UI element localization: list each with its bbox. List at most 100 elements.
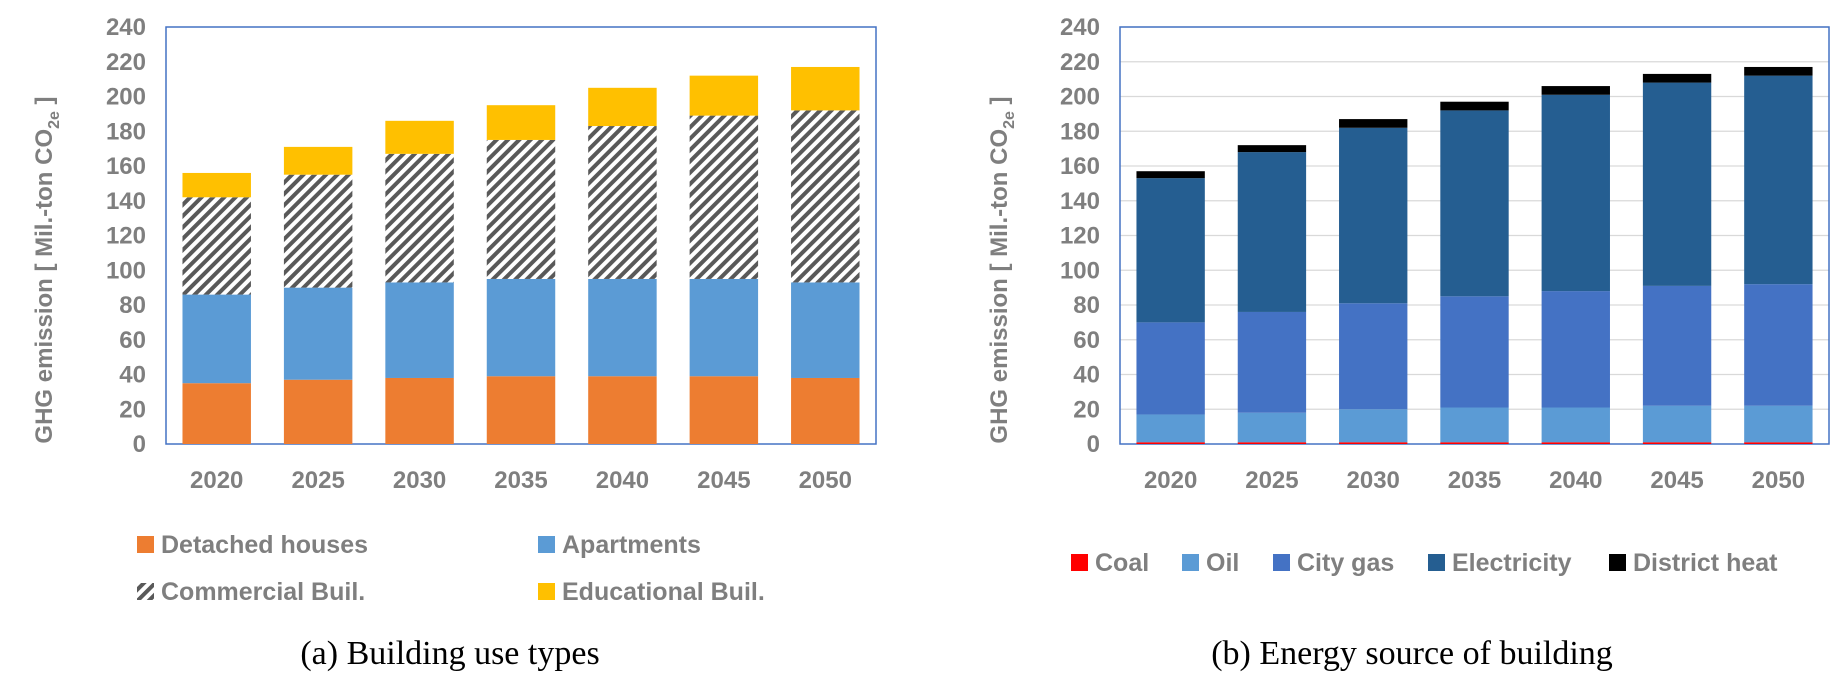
bar-segment [1744,66,1813,76]
legend-label: Coal [1095,549,1149,577]
x-tick-label: 2030 [1347,467,1400,494]
legend-swatch [1071,554,1088,571]
chart-b-x-ticks: 2020 2025 2030 2035 2040 2045 2050 [1144,467,1805,494]
x-tick-label: 2050 [799,467,852,494]
bar-segment [1136,178,1205,323]
y-tick-label: 220 [106,49,146,76]
x-tick-label: 2040 [596,467,649,494]
bar-segment [1237,145,1307,153]
bar-segment [1237,152,1307,312]
bar-segment [588,278,657,377]
y-tick-label: 0 [1087,431,1100,458]
bar-segment [1136,414,1205,443]
bar-segment [1440,101,1509,111]
bar-segment [1541,94,1610,292]
y-tick-label: 120 [1060,223,1100,250]
bar-segment [385,120,454,154]
y-tick-label: 180 [106,118,146,145]
bar-segment [1339,409,1408,443]
bar-segment [1541,442,1610,444]
bar-segment [182,383,251,444]
bar-segment [182,172,251,198]
chart-b-bars [1136,66,1813,444]
bar-segment [182,197,251,295]
y-tick-label: 100 [1060,257,1100,284]
bar-segment [1541,291,1610,408]
chart-b-y-axis-label: GHG emission [ Mil.-ton CO2e ] [986,96,1018,443]
chart-b-caption: (b) Energy source of building [1211,635,1613,672]
bar-segment [385,282,454,378]
y-tick-label: 100 [106,257,146,284]
y-tick-label: 40 [119,362,146,389]
legend-label: District heat [1633,549,1778,577]
bar-segment [283,379,353,444]
bar-segment [1744,284,1813,406]
y-tick-label: 140 [106,188,146,215]
bar-segment [1136,171,1205,179]
x-tick-label: 2020 [1144,467,1197,494]
chart-b-y-ticks: 0 20 40 60 80 100 120 140 160 180 200 220 240 [1060,14,1100,458]
legend-label: Educational Buil. [562,578,765,606]
bar-segment [689,376,759,444]
y-tick-label: 40 [1073,362,1100,389]
bar-segment [791,377,860,444]
bar-segment [1744,75,1813,285]
legend-swatch [1609,554,1626,571]
bar-segment [1440,296,1509,408]
bar-segment [385,153,454,283]
y-tick-label: 80 [119,292,146,319]
y-tick-label: 60 [1073,327,1100,354]
y-tick-label: 240 [1060,14,1100,41]
legend-label: Electricity [1452,549,1572,577]
legend-swatch [137,583,154,600]
bar-segment [689,278,759,377]
bar-segment [1642,285,1712,406]
y-tick-label: 140 [1060,188,1100,215]
bar-segment [1440,110,1509,297]
bar-segment [588,87,657,127]
x-tick-label: 2050 [1752,467,1805,494]
bar-segment [486,139,556,279]
x-tick-label: 2035 [494,467,547,494]
bar-segment [689,75,759,116]
bar-segment [182,294,251,384]
bar-segment [1642,73,1712,83]
bar-segment [1339,127,1408,304]
y-tick-label: 200 [1060,84,1100,111]
bar-segment [1744,442,1813,444]
bar-segment [1237,412,1307,443]
legend-swatch [1428,554,1445,571]
y-tick-label: 60 [119,327,146,354]
y-tick-label: 200 [106,84,146,111]
bar-segment [588,376,657,444]
x-tick-label: 2020 [190,467,243,494]
legend-label: Commercial Buil. [161,578,365,606]
bar-segment [1642,405,1712,443]
bar-segment [486,376,556,444]
bar-segment [791,110,860,283]
bar-segment [689,115,759,279]
x-tick-label: 2040 [1549,467,1602,494]
bar-segment [283,146,353,175]
bar-segment [1339,119,1408,128]
legend-swatch [538,583,555,600]
legend-label: Oil [1206,549,1239,577]
bar-segment [791,66,860,111]
y-tick-label: 120 [106,223,146,250]
bar-segment [1136,322,1205,415]
chart-a-legend: Detached houses Apartments Commercial Buil… [137,531,765,606]
bar-segment [486,278,556,377]
chart-a-x-ticks: 2020 2025 2030 2035 2040 2045 2050 [190,467,852,494]
bar-segment [588,126,657,279]
chart-a-y-ticks: 0 20 40 60 80 100 120 140 160 180 200 220 240 [106,14,146,458]
bar-segment [1642,82,1712,286]
x-tick-label: 2025 [1245,467,1298,494]
bar-segment [283,287,353,380]
chart-a-caption: (a) Building use types [300,635,599,672]
y-tick-label: 180 [1060,118,1100,145]
y-tick-label: 160 [1060,153,1100,180]
bar-segment [1339,303,1408,410]
